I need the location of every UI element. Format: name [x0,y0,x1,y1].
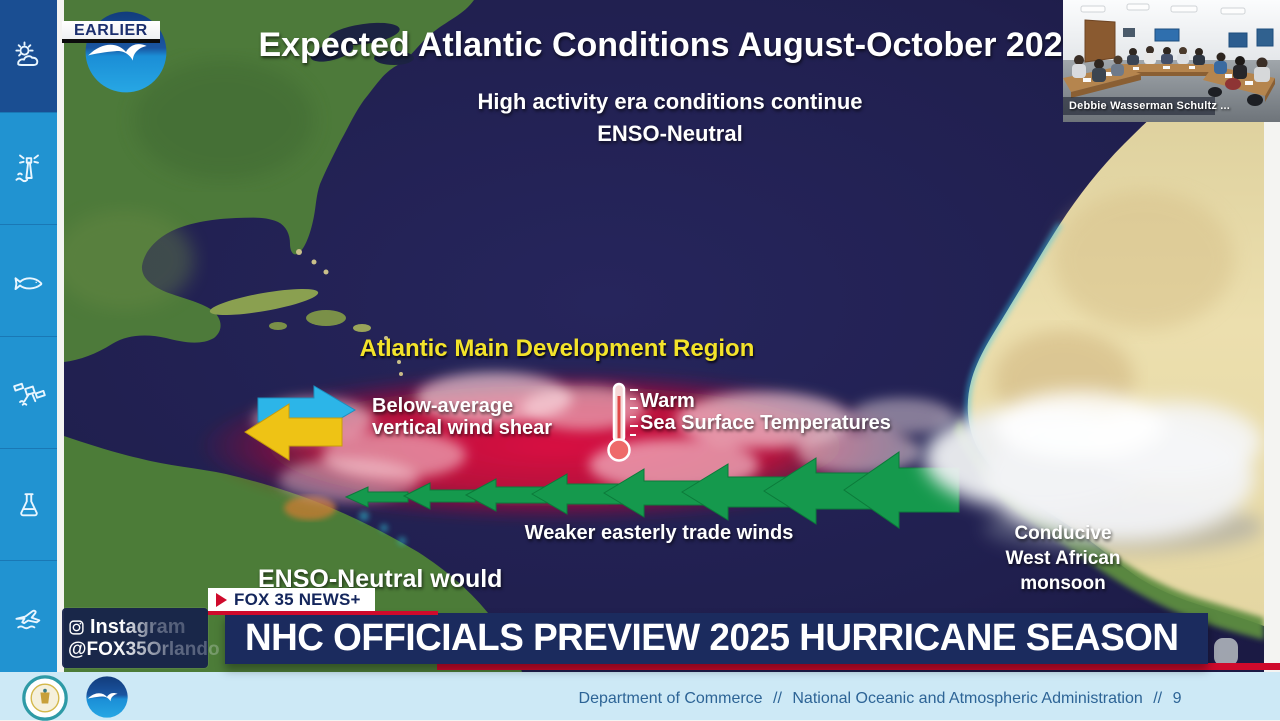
weather-icon [14,41,38,66]
footer-dept: Department of Commerce [578,690,763,707]
fox35-tag-text: FOX 35 NEWS+ [234,589,361,609]
play-triangle-icon [216,592,227,607]
wind-shear-label: Below-average vertical wind shear [372,395,553,439]
sst-line2: Sea Surface Temperatures [640,411,891,434]
sidebar-item-coast[interactable] [0,112,57,224]
sidebar-item-research[interactable] [0,448,57,560]
monsoon-line3: monsoon [1020,573,1106,594]
headline-banner: NHC OFFICIALS PREVIEW 2025 HURRICANE SEA… [225,613,1208,664]
footer-attribution: Department of Commerce // National Ocean… [530,690,1230,708]
footer-bar: Department of Commerce // National Ocean… [0,672,1280,721]
monsoon-label: Conducive West African monsoon [983,521,1143,596]
wind-shear-arrow-yellow [244,403,343,461]
earlier-badge: EARLIER [62,21,160,43]
app-sidebar [0,0,57,720]
video-feed[interactable] [1063,0,1280,122]
video-caption: Debbie Wasserman Schultz ... [1069,100,1231,112]
sst-label: Warm Sea Surface Temperatures [640,390,891,434]
banner-red-stripe [437,663,1280,670]
instagram-badge: Instagram @FOX35Orlando [62,608,220,668]
footer-agency: National Oceanic and Atmospheric Adminis… [792,690,1143,707]
right-edge-strip [1264,122,1280,668]
noaa-footer-logo [86,676,128,718]
airplane-icon [14,609,40,629]
thermometer-icon [607,382,638,462]
sidebar-item-aviation[interactable] [0,560,57,672]
slide-title: Expected Atlantic Conditions August-Octo… [258,26,1082,64]
footer-separator-1: // [773,690,782,707]
instagram-handle: @FOX35Orlando [68,639,220,660]
footer-separator-2: // [1153,690,1163,707]
headline-text: NHC OFFICIALS PREVIEW 2025 HURRICANE SEA… [245,617,1179,659]
flask-icon [19,492,38,516]
mdr-region-label: Atlantic Main Development Region [359,335,755,362]
noaa-logo [85,11,167,93]
sst-line1: Warm [640,390,695,412]
monsoon-line1: Conducive [1014,523,1112,544]
instagram-network-label: Instagram [90,616,186,638]
scrollbar-thumb[interactable] [1214,638,1238,666]
instagram-icon [69,619,84,635]
slide-subtitle-2: ENSO-Neutral [597,121,743,146]
monsoon-line2: West African [1005,548,1121,569]
slide-subtitle-1: High activity era conditions continue [477,89,863,114]
wind-shear-line1: Below-average [372,395,514,417]
sidebar-item-fisheries[interactable] [0,224,57,336]
lighthouse-icon [14,154,39,182]
sidebar-item-weather[interactable] [0,0,57,112]
wind-shear-line2: vertical wind shear [372,416,553,439]
sidebar-item-satellites[interactable] [0,336,57,448]
dept-of-commerce-seal [22,675,68,721]
footer-page-number: 9 [1172,690,1182,707]
trade-winds-arrows [344,451,960,529]
fox35-tag-underline [208,611,438,615]
trade-winds-label: Weaker easterly trade winds [524,522,794,544]
satellite-icon [12,382,46,406]
fox35-news-tag: FOX 35 NEWS+ [208,588,375,611]
fish-icon [14,276,42,290]
